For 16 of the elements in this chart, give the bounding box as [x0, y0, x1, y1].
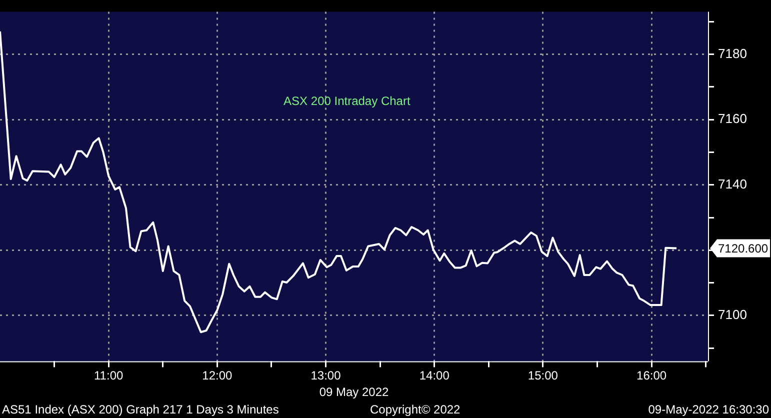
- x-tick-label: 13:00: [310, 368, 342, 383]
- x-tick-label: 12:00: [202, 368, 233, 383]
- y-tick-label: 7100: [718, 307, 747, 322]
- text: Copyright© 2022: [370, 402, 461, 416]
- x-axis-title: 09 May 2022: [319, 385, 390, 400]
- x-tick-label: 15:00: [528, 368, 558, 383]
- text: 09-May-2022 16:30:30: [648, 402, 770, 416]
- y-tick-label: 7160: [718, 111, 747, 126]
- text: ASX 200 Intraday Chart: [284, 94, 411, 108]
- x-tick-label: 14:00: [419, 368, 450, 383]
- x-tick-label: 11:00: [94, 368, 124, 383]
- text: AS51 Index (ASX 200) Graph 217 1 Days 3 Minutes: [2, 402, 279, 416]
- text: 7120.600: [718, 242, 768, 256]
- x-tick-label: 16:00: [636, 368, 667, 383]
- y-tick-label: 7180: [718, 46, 747, 61]
- y-tick-label: 7140: [718, 176, 747, 192]
